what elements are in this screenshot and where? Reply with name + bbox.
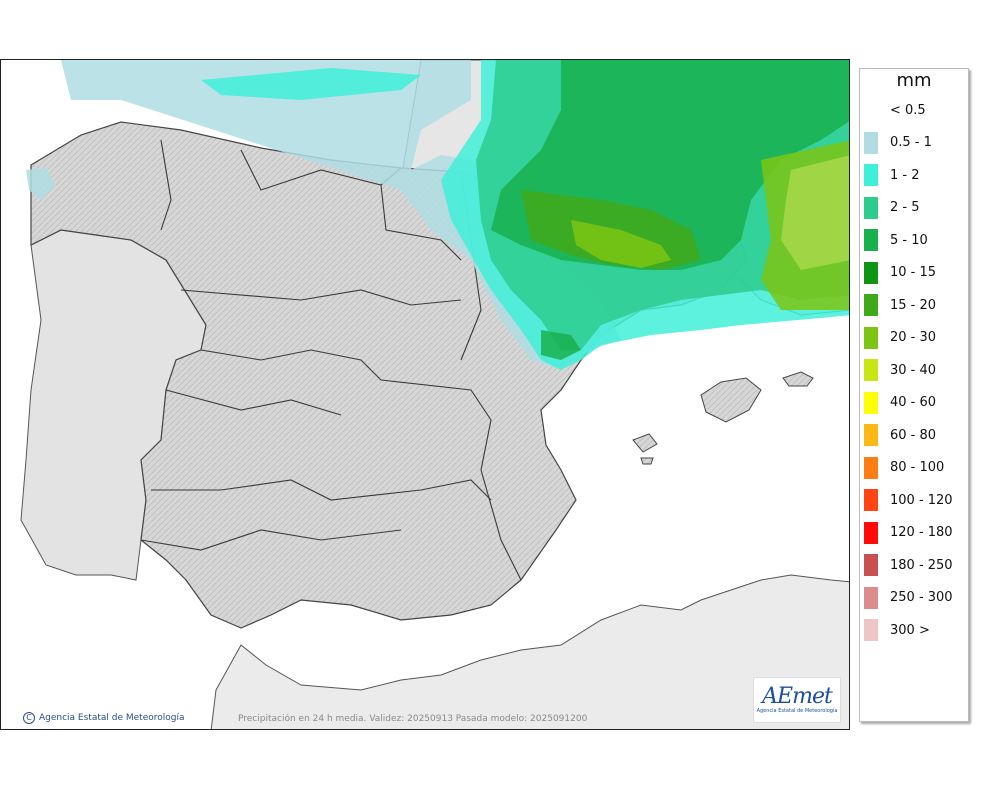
legend-item: 40 - 60: [864, 391, 937, 414]
logo-subtitle: Agencia Estatal de Meteorología: [756, 708, 838, 714]
legend-swatch: [864, 196, 878, 219]
precipitation-legend: mm < 0.5 0.5 - 1 1 - 2 2 - 5 5 - 10 10 - 15 15…: [859, 68, 969, 722]
legend-label: 300 >: [890, 622, 930, 638]
legend-label: 60 - 80: [890, 427, 937, 443]
legend-label: 5 - 10: [890, 232, 928, 248]
legend-item: 300 >: [864, 619, 930, 641]
precip-30-40-east: [781, 155, 849, 270]
legend-item: < 0.5: [864, 99, 926, 121]
legend-swatch: [864, 261, 878, 284]
legend-item: 15 - 20: [864, 294, 936, 316]
legend-item: 100 - 120: [864, 489, 953, 511]
legend-title: mm: [896, 70, 932, 91]
legend-swatch: [864, 164, 878, 186]
legend-swatch: [864, 99, 878, 121]
legend-item: 1 - 2: [864, 164, 920, 186]
menorca-land: [782, 371, 814, 387]
agency-credit-text: Agencia Estatal de Meteorología: [39, 713, 185, 723]
agency-credit: C Agencia Estatal de Meteorología: [23, 712, 185, 724]
aemet-logo: AEmet Agencia Estatal de Meteorología: [753, 677, 841, 723]
legend-label: 120 - 180: [890, 525, 953, 540]
logo-text: AEmet: [762, 684, 833, 709]
legend-item: 5 - 10: [864, 229, 928, 251]
legend-item: 10 - 15: [864, 261, 937, 284]
legend-label: 0.5 - 1: [890, 135, 932, 150]
precip-5-10-lower: [541, 330, 581, 360]
mallorca-land: [700, 377, 762, 423]
map-caption: Precipitación en 24 h media. Validez: 20…: [238, 714, 588, 724]
legend-item: 120 - 180: [864, 521, 953, 544]
legend-item: 30 - 40: [864, 359, 936, 381]
legend-swatch: [864, 391, 878, 414]
legend-label: < 0.5: [890, 102, 926, 118]
map-canvas: [20, 60, 849, 729]
legend-swatch: [864, 424, 878, 446]
ibiza-land: [632, 433, 658, 453]
legend-label: 100 - 120: [890, 492, 953, 508]
legend-swatch: [864, 326, 878, 349]
legend-item: 60 - 80: [864, 424, 936, 446]
legend-swatch: [864, 456, 878, 479]
legend-swatch: [864, 359, 878, 381]
legend-swatch: [864, 489, 878, 511]
precip-0-5-1-galicia: [26, 168, 56, 200]
legend-item: 2 - 5: [864, 196, 920, 219]
legend-item: 0.5 - 1: [864, 131, 932, 154]
legend-label: 1 - 2: [890, 167, 920, 183]
precipitation-overlay: [26, 60, 849, 370]
legend-swatch: [864, 586, 878, 609]
legend-item: 20 - 30: [864, 326, 937, 349]
precipitation-map[interactable]: C Agencia Estatal de Meteorología Precip…: [0, 59, 850, 730]
legend-item: 180 - 250: [864, 554, 953, 576]
regional-boundaries: [140, 139, 602, 581]
precip-20-30: [571, 220, 671, 268]
legend-swatch: [864, 554, 878, 576]
legend-swatch: [864, 619, 878, 641]
legend-item: 250 - 300: [864, 586, 953, 609]
legend-swatch: [864, 229, 878, 251]
legend-label: 80 - 100: [890, 460, 945, 475]
legend-label: 30 - 40: [890, 362, 937, 378]
legend-label: 180 - 250: [890, 557, 953, 573]
legend-swatch: [864, 131, 878, 154]
legend-label: 2 - 5: [890, 200, 920, 215]
north-africa-land: [210, 574, 849, 729]
legend-label: 10 - 15: [890, 265, 937, 280]
legend-swatch: [864, 521, 878, 544]
precip-1-2-north: [201, 68, 421, 100]
legend-label: 20 - 30: [890, 330, 937, 345]
legend-label: 40 - 60: [890, 395, 937, 410]
legend-label: 250 - 300: [890, 590, 953, 605]
legend-label: 15 - 20: [890, 297, 937, 313]
copyright-icon: C: [23, 712, 35, 724]
formentera-land: [640, 457, 654, 465]
legend-swatch: [864, 294, 878, 316]
legend-item: 80 - 100: [864, 456, 945, 479]
